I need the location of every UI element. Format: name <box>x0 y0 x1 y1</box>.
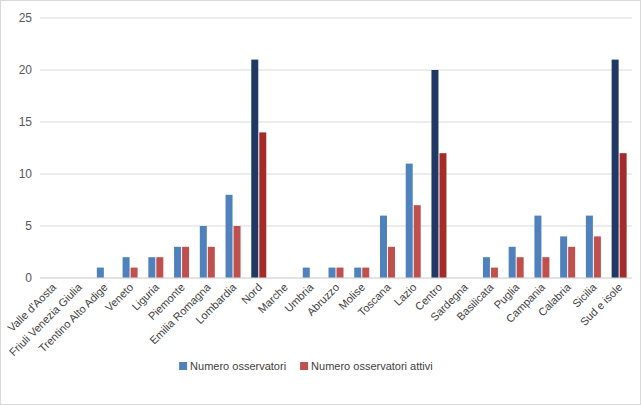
grid-line <box>40 174 632 175</box>
bar <box>259 132 266 278</box>
x-tick-label: Veneto <box>103 281 136 314</box>
bar <box>123 257 130 278</box>
bar <box>148 257 155 278</box>
bar <box>560 236 567 278</box>
bar <box>534 216 541 278</box>
y-tick-label: 20 <box>19 63 33 77</box>
bar <box>568 247 575 278</box>
bars <box>97 60 627 278</box>
bar <box>208 247 215 278</box>
x-tick-label: Lombardia <box>193 280 239 326</box>
grid-line <box>40 70 632 71</box>
bar <box>97 268 104 278</box>
y-tick-label: 0 <box>25 271 32 285</box>
bar <box>586 216 593 278</box>
y-tick-label: 5 <box>25 219 32 233</box>
chart-border <box>1 1 641 405</box>
bar <box>226 195 233 278</box>
bar <box>431 70 438 278</box>
bar <box>362 268 369 278</box>
bar <box>303 268 310 278</box>
x-tick-label: Basilicata <box>454 280 496 322</box>
bar <box>483 257 490 278</box>
y-tick-label: 15 <box>19 115 33 129</box>
bar <box>337 268 344 278</box>
bar <box>509 247 516 278</box>
x-tick-label: Campania <box>503 280 548 325</box>
bar <box>156 257 163 278</box>
bar <box>542 257 549 278</box>
bar <box>388 247 395 278</box>
bar <box>491 268 498 278</box>
x-axis <box>40 278 632 279</box>
bar <box>174 247 181 278</box>
x-tick-label: Toscana <box>355 280 393 318</box>
x-tick-label: Sud e isole <box>578 281 625 328</box>
y-tick-label: 10 <box>19 167 33 181</box>
bar <box>517 257 524 278</box>
bar <box>620 153 627 278</box>
bar <box>380 216 387 278</box>
bar <box>200 226 207 278</box>
chart: 0510152025Valle d'AostaFriuli Venezia Gi… <box>0 0 641 405</box>
legend-label: Numero osservatori attivi <box>311 360 433 372</box>
bar <box>439 153 446 278</box>
bar <box>406 164 413 278</box>
legend-label: Numero osservatori <box>190 360 286 372</box>
bar <box>182 247 189 278</box>
legend-swatch <box>179 362 187 370</box>
bar <box>234 226 241 278</box>
bar <box>612 60 619 278</box>
grid-line <box>40 18 632 19</box>
bar <box>251 60 258 278</box>
grid-line <box>40 278 632 279</box>
legend: Numero osservatori Numero osservatori att… <box>179 360 433 372</box>
bar <box>131 268 138 278</box>
x-tick-label: Abruzzo <box>304 281 341 318</box>
x-tick-label: Calabria <box>536 280 574 318</box>
bar <box>414 205 421 278</box>
bar <box>354 268 361 278</box>
grid-line <box>40 226 632 227</box>
legend-swatch <box>300 362 308 370</box>
x-tick-label: Marche <box>256 281 290 315</box>
y-tick-label: 25 <box>19 11 33 25</box>
bar <box>594 236 601 278</box>
grid-line <box>40 122 632 123</box>
bar <box>329 268 336 278</box>
x-tick-label: Trentino Alto Adige <box>36 281 109 354</box>
